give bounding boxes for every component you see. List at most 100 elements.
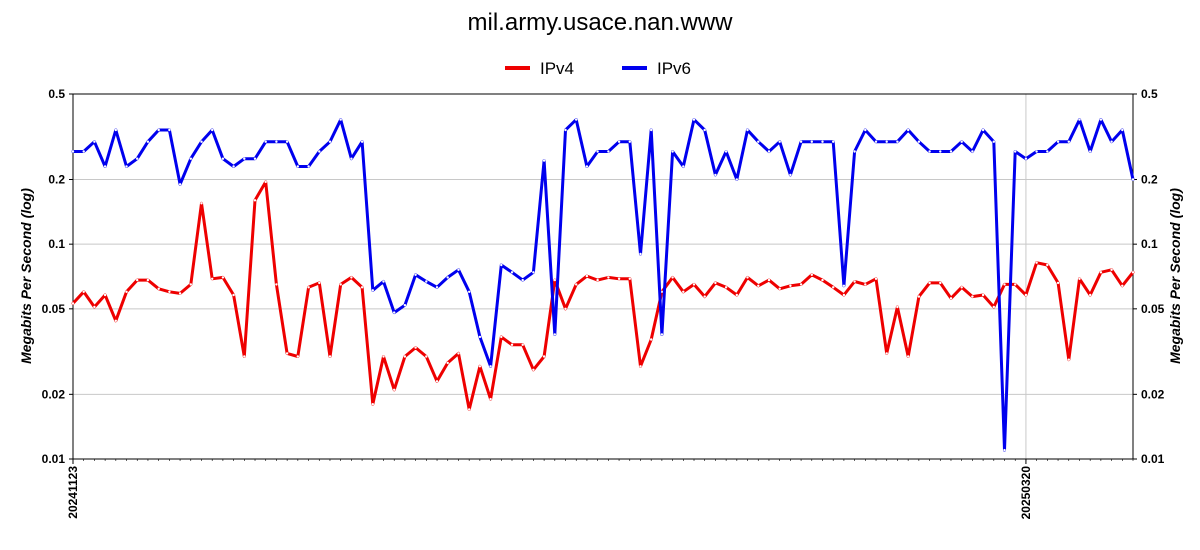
data-point	[1014, 283, 1017, 286]
data-point	[1078, 118, 1081, 121]
data-point	[1003, 448, 1006, 452]
chart-title: mil.army.usace.nan.www	[468, 9, 734, 36]
data-point	[639, 252, 642, 256]
data-point	[189, 283, 192, 286]
data-point	[703, 128, 706, 132]
data-point	[778, 140, 781, 143]
data-point	[532, 271, 535, 274]
data-point	[1014, 150, 1017, 153]
y-axis-label-right: Megabits Per Second (log)	[1167, 188, 1183, 364]
data-point	[468, 408, 471, 411]
series-points-ipv4	[71, 180, 1135, 411]
data-point	[157, 128, 160, 132]
data-point	[842, 284, 846, 287]
data-point	[617, 140, 621, 143]
data-point	[425, 280, 428, 283]
data-point	[114, 128, 118, 132]
data-point	[296, 355, 299, 358]
data-point	[821, 278, 824, 282]
data-point	[874, 140, 878, 143]
data-point	[1121, 284, 1124, 287]
data-point	[1110, 140, 1113, 143]
data-point	[103, 165, 107, 168]
data-point	[1121, 128, 1124, 132]
data-point	[585, 274, 589, 278]
data-point	[650, 128, 653, 132]
data-point	[542, 355, 546, 358]
data-point	[1089, 150, 1092, 153]
data-point	[500, 263, 503, 267]
y-tick-label-left: 0.2	[48, 172, 65, 186]
data-point	[992, 305, 995, 309]
data-point	[949, 150, 953, 153]
data-point	[1099, 271, 1103, 274]
data-point	[253, 157, 257, 160]
data-point	[799, 283, 803, 286]
data-point	[575, 283, 578, 286]
data-point	[382, 280, 385, 283]
x-axis-ticks: 20241123 20250320	[66, 459, 1134, 520]
data-point	[360, 286, 364, 289]
data-point	[542, 159, 546, 162]
data-point	[296, 165, 299, 168]
data-point	[478, 335, 482, 339]
data-point	[767, 278, 771, 282]
data-point	[146, 140, 150, 143]
data-point	[1131, 271, 1135, 274]
data-point	[168, 128, 171, 132]
data-point	[136, 157, 139, 160]
data-point	[168, 290, 171, 293]
data-point	[382, 355, 385, 358]
legend: IPv4 IPv6	[505, 59, 691, 78]
data-point	[200, 140, 203, 143]
data-point	[82, 150, 85, 153]
data-point	[607, 276, 610, 279]
data-point	[1067, 140, 1071, 143]
data-point	[575, 118, 578, 121]
data-point	[371, 289, 374, 292]
data-point	[178, 183, 182, 186]
data-point	[553, 278, 556, 282]
y-tick-label-right: 0.5	[1141, 87, 1158, 101]
data-point	[682, 165, 685, 168]
data-point	[339, 283, 342, 286]
data-point	[221, 276, 225, 279]
y-tick-label-right: 0.05	[1141, 302, 1165, 316]
data-point	[746, 276, 749, 279]
plot-area-frame	[72, 93, 1134, 460]
data-point	[703, 295, 706, 298]
data-point	[585, 165, 589, 168]
data-point	[114, 319, 118, 322]
data-point	[82, 290, 85, 293]
data-point	[93, 140, 96, 143]
data-point	[628, 277, 631, 280]
data-point	[692, 118, 696, 121]
data-point	[799, 140, 803, 143]
y-tick-label-right: 0.1	[1141, 237, 1158, 251]
data-point	[103, 293, 107, 297]
data-point	[1131, 178, 1135, 181]
data-point	[243, 355, 246, 358]
data-point	[446, 361, 449, 365]
data-point	[971, 295, 974, 298]
data-point	[1046, 263, 1049, 267]
y-tick-label-left: 0.5	[48, 87, 65, 101]
x-tick-label: 20250320	[1019, 466, 1033, 520]
data-point	[896, 305, 899, 309]
data-point	[639, 365, 642, 368]
data-point	[767, 150, 771, 153]
data-point	[350, 276, 353, 279]
data-point	[360, 140, 364, 143]
data-point	[992, 140, 995, 143]
data-point	[789, 173, 792, 177]
data-point	[136, 278, 139, 282]
series-layer	[71, 118, 1135, 452]
data-point	[960, 140, 963, 143]
data-point	[778, 287, 781, 290]
data-point	[939, 281, 942, 285]
data-point	[328, 140, 332, 143]
data-point	[628, 140, 631, 143]
data-point	[125, 165, 128, 168]
data-point	[746, 128, 749, 132]
data-point	[960, 286, 963, 289]
